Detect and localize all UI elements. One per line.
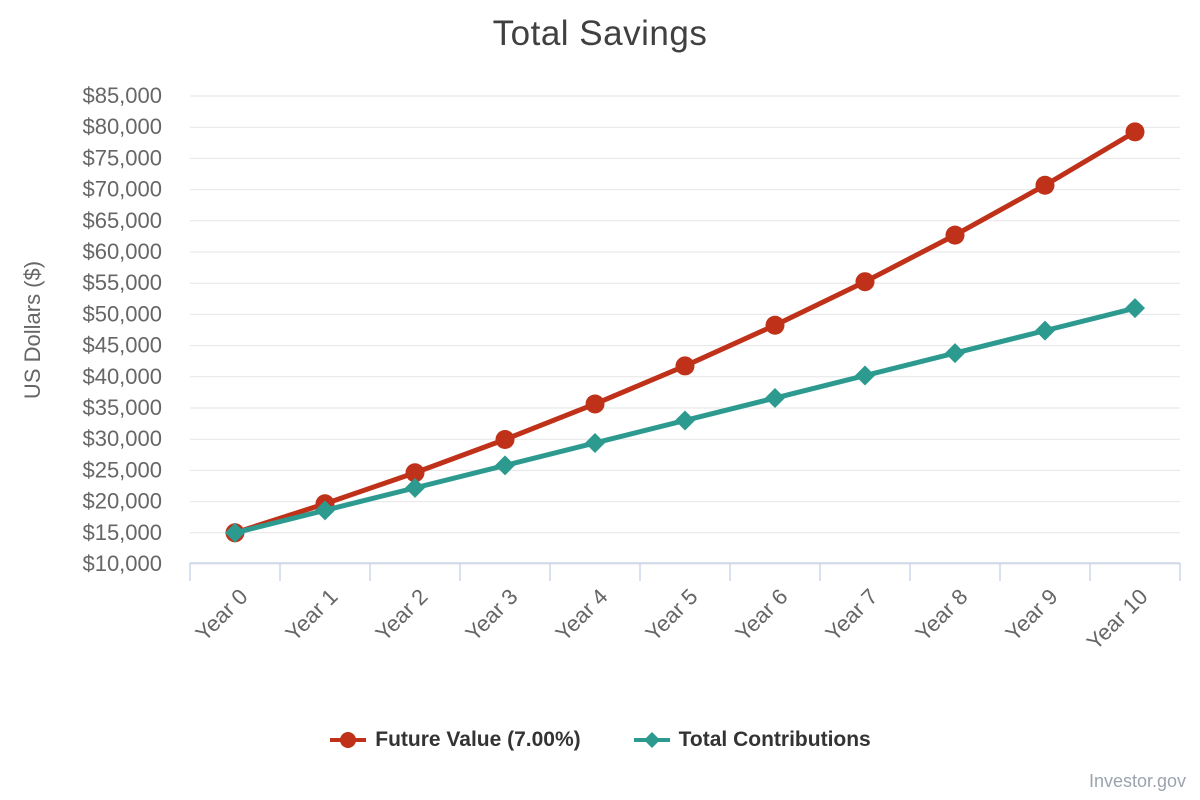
data-point-marker[interactable] xyxy=(225,522,245,543)
data-point-marker[interactable] xyxy=(495,430,515,450)
x-tick-label: Year 10 xyxy=(1082,584,1153,655)
data-point-marker[interactable] xyxy=(675,356,695,376)
legend: Future Value (7.00%) Total Contributions xyxy=(0,728,1200,752)
x-tick-label: Year 2 xyxy=(370,584,432,646)
y-tick-label: $65,000 xyxy=(82,208,162,233)
data-point-marker[interactable] xyxy=(585,394,605,414)
legend-item-future-value[interactable]: Future Value (7.00%) xyxy=(329,728,581,752)
legend-item-total-contributions[interactable]: Total Contributions xyxy=(633,728,871,752)
x-tick-label: Year 4 xyxy=(550,584,612,646)
y-axis-title: US Dollars ($) xyxy=(20,261,45,399)
x-tick-label: Year 1 xyxy=(280,584,342,646)
y-tick-label: $55,000 xyxy=(82,270,162,295)
x-tick-label: Year 0 xyxy=(190,584,252,646)
data-point-marker[interactable] xyxy=(1125,298,1145,319)
data-point-marker[interactable] xyxy=(1035,175,1055,195)
y-tick-label: $15,000 xyxy=(82,520,162,545)
chart-title: Total Savings xyxy=(492,14,708,53)
y-tick-label: $70,000 xyxy=(82,177,162,202)
y-tick-label: $85,000 xyxy=(82,83,162,108)
y-tick-label: $60,000 xyxy=(82,239,162,264)
data-point-marker[interactable] xyxy=(855,365,875,386)
data-point-marker[interactable] xyxy=(585,432,605,453)
y-tick-label: $40,000 xyxy=(82,364,162,389)
data-point-marker[interactable] xyxy=(405,477,425,498)
data-point-marker[interactable] xyxy=(495,455,515,476)
y-tick-label: $75,000 xyxy=(82,145,162,170)
y-tick-label: $50,000 xyxy=(82,301,162,326)
x-tick-label: Year 3 xyxy=(460,584,522,646)
data-point-marker[interactable] xyxy=(405,463,425,483)
legend-label: Future Value (7.00%) xyxy=(375,728,581,751)
y-tick-label: $30,000 xyxy=(82,426,162,451)
data-point-marker[interactable] xyxy=(765,315,785,335)
series-line-0 xyxy=(232,129,1138,536)
circle-marker-icon xyxy=(330,732,367,748)
data-point-marker[interactable] xyxy=(675,410,695,431)
data-point-marker[interactable] xyxy=(945,225,965,245)
y-tick-label: $45,000 xyxy=(82,333,162,358)
y-tick-label: $20,000 xyxy=(82,489,162,514)
data-point-marker[interactable] xyxy=(315,500,335,521)
y-tick-label: $35,000 xyxy=(82,395,162,420)
diamond-marker-icon xyxy=(633,732,670,748)
y-tick-label: $25,000 xyxy=(82,457,162,482)
data-point-marker[interactable] xyxy=(1035,320,1055,341)
y-tick-label: $10,000 xyxy=(82,551,162,576)
x-tick-label: Year 8 xyxy=(910,584,972,646)
data-point-marker[interactable] xyxy=(1125,122,1145,142)
plot-area: $10,000 $15,000 $20,000 $25,000 $30,000 $35,0… xyxy=(20,83,1181,655)
data-point-marker[interactable] xyxy=(765,388,785,409)
x-tick-label: Year 6 xyxy=(730,584,792,646)
watermark: Investor.gov xyxy=(1088,771,1186,791)
x-tick-label: Year 7 xyxy=(820,584,882,646)
data-point-marker[interactable] xyxy=(855,272,875,292)
legend-label: Total Contributions xyxy=(678,728,871,751)
y-tick-label: $80,000 xyxy=(82,114,162,139)
data-point-marker[interactable] xyxy=(945,343,965,364)
x-tick-label: Year 9 xyxy=(1000,584,1062,646)
x-tick-label: Year 5 xyxy=(640,584,702,646)
